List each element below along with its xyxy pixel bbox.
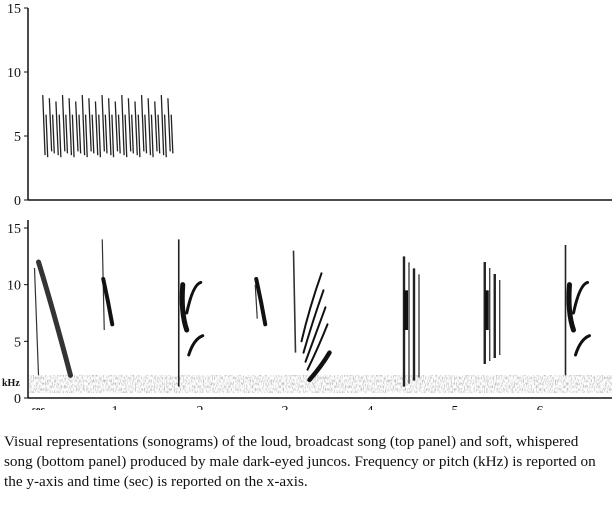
bottom-panel-whispered-song: 0 5 10 15 1 2 3 4 5 6 kHz sec <box>2 220 612 410</box>
bottom-ylabel: kHz <box>2 378 20 389</box>
syllable-5-arc-4 <box>306 323 329 371</box>
bottom-xtick-label-4: 4 <box>367 404 374 410</box>
syllable-3-upper-arc <box>185 280 203 315</box>
syllable-5-arc-2 <box>302 289 325 354</box>
top-ytick-label-10: 10 <box>7 66 21 81</box>
trill-note <box>147 98 154 158</box>
bottom-xlabel: sec <box>32 405 45 410</box>
top-ytick-label-15: 15 <box>7 2 21 17</box>
trill-note <box>75 101 82 154</box>
bottom-ytick-label-10: 10 <box>7 279 21 294</box>
trill-note <box>140 95 148 154</box>
bottom-ytick-label-5: 5 <box>14 335 21 350</box>
syllable-1 <box>36 259 73 378</box>
syllable-5-arc-5 <box>307 350 332 383</box>
syllable-5-arc-3 <box>304 306 327 363</box>
top-ytick-label-5: 5 <box>14 130 21 145</box>
bottom-syllables <box>33 239 591 387</box>
bottom-x-ticks: 1 2 3 4 5 6 <box>112 404 544 410</box>
top-panel-broadcast-song: 0 5 10 15 <box>7 2 612 209</box>
trill-note <box>48 98 55 154</box>
trill-note <box>94 101 102 158</box>
bottom-noise-band <box>29 375 612 393</box>
trill-note <box>127 98 134 154</box>
trill-note <box>88 98 95 154</box>
syllable-3-lower-arc <box>187 334 205 357</box>
trill-note <box>68 98 75 158</box>
syllable-4 <box>254 284 258 319</box>
syllable-5-arc-1 <box>300 272 323 343</box>
syllable-2-blob <box>101 277 115 327</box>
syllable-1-edge <box>33 267 40 376</box>
trill-note <box>134 101 141 158</box>
trill-note <box>81 95 88 158</box>
bottom-xtick-label-1: 1 <box>112 404 119 410</box>
syllable-8-upper-arc <box>572 280 589 315</box>
trill-note <box>167 98 174 154</box>
syllable-5 <box>292 250 297 353</box>
syllable-4-blob <box>254 277 268 327</box>
bottom-y-ticks: 0 5 10 15 <box>7 222 28 407</box>
trill-note <box>61 95 69 154</box>
bottom-xtick-label-2: 2 <box>197 404 204 410</box>
trill-note <box>160 95 167 158</box>
syllable-8-blob <box>566 282 576 333</box>
syllable-8-lower-arc <box>574 334 591 357</box>
figure-caption: Visual representations (sonograms) of th… <box>4 433 596 490</box>
trill-note <box>121 95 128 158</box>
trill-note <box>114 101 121 154</box>
trill-note <box>101 95 108 154</box>
trill-note <box>42 95 49 158</box>
top-trill-notes <box>42 95 174 158</box>
syllable-3-blob <box>179 282 190 333</box>
trill-note <box>154 101 161 154</box>
trill-note <box>107 98 115 158</box>
bottom-xtick-label-3: 3 <box>282 404 289 410</box>
bottom-ytick-label-0: 0 <box>14 392 21 407</box>
top-y-ticks: 0 5 10 15 <box>7 2 28 209</box>
sonogram-figure: 0 5 10 15 0 5 10 15 1 2 3 4 5 6 kHz sec <box>2 2 612 410</box>
bottom-xtick-label-6: 6 <box>537 404 544 410</box>
top-ytick-label-0: 0 <box>14 194 21 209</box>
trill-note <box>55 101 62 158</box>
bottom-ytick-label-15: 15 <box>7 222 21 237</box>
bottom-xtick-label-5: 5 <box>452 404 459 410</box>
